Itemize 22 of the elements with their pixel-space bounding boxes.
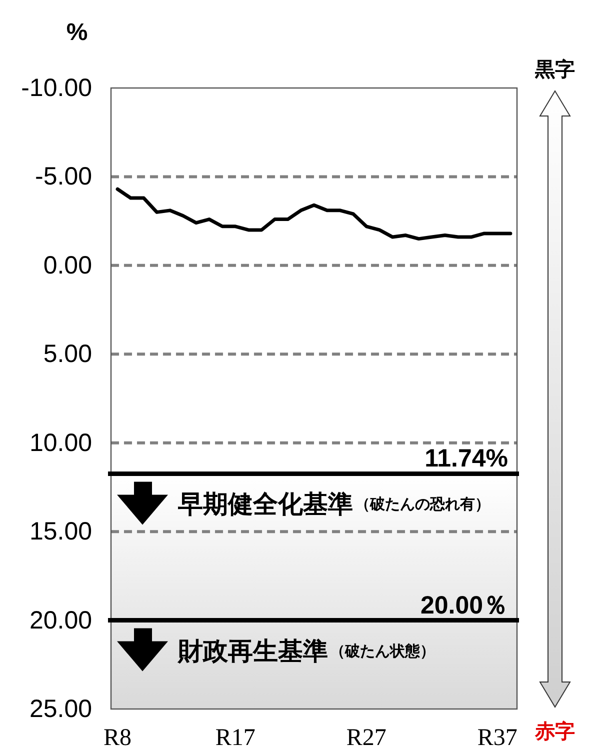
y-tick-label: 25.00: [29, 695, 92, 723]
y-tick-label: 10.00: [29, 428, 92, 457]
y-tick-label: 20.00: [29, 606, 92, 634]
y-tick-label: 5.00: [43, 340, 92, 368]
x-tick-label: R27: [346, 725, 386, 751]
annotation: 財政再生基準: [177, 637, 328, 666]
y-tick-label: -10.00: [21, 74, 92, 102]
y-tick-label: -5.00: [35, 162, 92, 191]
x-tick-label: R17: [215, 725, 256, 751]
annotation: （破たんの恐れ有）: [355, 496, 490, 514]
x-tick-label: R37: [477, 725, 518, 751]
line-series: [116, 187, 512, 241]
annotation: （破たん状態）: [330, 642, 435, 660]
y-axis-title: %: [66, 19, 88, 46]
ref-line-label: 20.00％: [420, 591, 508, 620]
annotation: 早期健全化基準: [177, 490, 353, 519]
y-tick-label: 15.00: [29, 518, 92, 546]
y-tick-label: 0.00: [43, 251, 92, 280]
x-tick-label: R8: [104, 725, 132, 751]
text: 黒字: [534, 58, 575, 81]
ref-line-label: 11.74%: [424, 444, 508, 473]
text: 赤字: [534, 720, 575, 743]
